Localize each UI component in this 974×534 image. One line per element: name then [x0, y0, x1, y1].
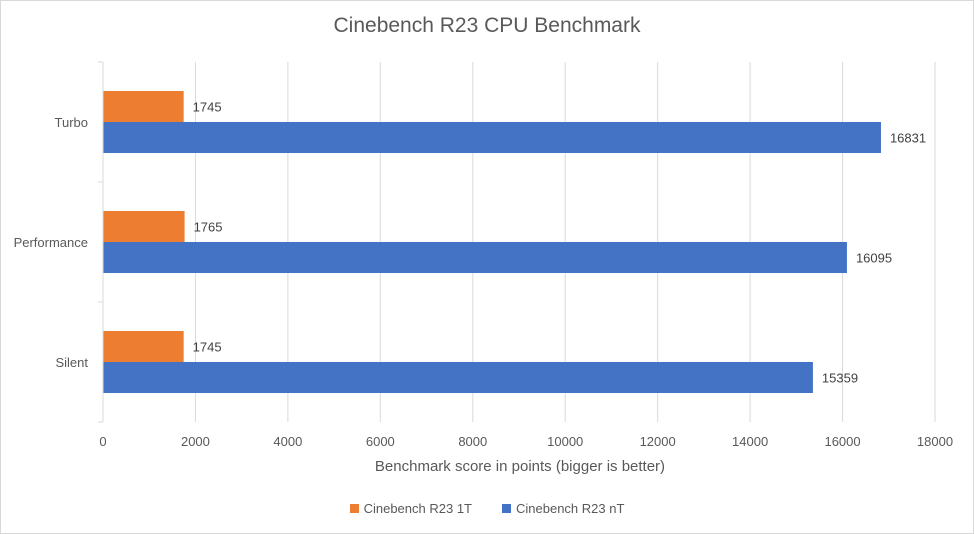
- x-tick-label: 8000: [458, 434, 487, 449]
- data-label: 15359: [822, 371, 858, 386]
- legend-swatch-nt: [502, 504, 511, 513]
- data-label: 16831: [890, 131, 926, 146]
- data-label: 1745: [193, 340, 222, 355]
- legend-label-nt: Cinebench R23 nT: [516, 501, 625, 516]
- bar-nt[interactable]: [103, 242, 847, 273]
- bars: [103, 91, 881, 393]
- x-tick-label: 2000: [181, 434, 210, 449]
- x-tick-label: 12000: [640, 434, 676, 449]
- bar-1t[interactable]: [103, 91, 184, 122]
- x-tick-label: 14000: [732, 434, 768, 449]
- data-label: 1765: [194, 220, 223, 235]
- x-tick-label: 0: [99, 434, 106, 449]
- bar-1t[interactable]: [103, 211, 185, 242]
- x-tick-label: 10000: [547, 434, 583, 449]
- legend-item-1t[interactable]: Cinebench R23 1T: [349, 501, 472, 516]
- data-label: 16095: [856, 251, 892, 266]
- bar-nt[interactable]: [103, 362, 813, 393]
- y-category-label: Performance: [14, 235, 88, 250]
- labels: 0 2000 4000 6000 8000 10000 12000 14000 16000 180…: [14, 100, 954, 450]
- bar-nt[interactable]: [103, 122, 881, 153]
- legend: Cinebench R23 1T Cinebench R23 nT: [0, 501, 974, 516]
- x-axis-label: Benchmark score in points (bigger is bet…: [374, 458, 666, 475]
- x-tick-label: 6000: [366, 434, 395, 449]
- legend-swatch-1t: [349, 504, 359, 513]
- x-tick-label: 16000: [824, 434, 860, 449]
- axes: [98, 61, 104, 423]
- legend-item-nt[interactable]: Cinebench R23 nT: [502, 501, 624, 516]
- data-label: 1745: [193, 100, 222, 115]
- chart-title: Cinebench R23 CPU Benchmark: [333, 14, 641, 37]
- y-category-label: Silent: [55, 355, 88, 370]
- bar-1t[interactable]: [103, 331, 184, 362]
- legend-label-1t: Cinebench R23 1T: [363, 501, 472, 516]
- x-tick-label: 4000: [273, 434, 302, 449]
- y-category-label: Turbo: [55, 115, 88, 130]
- x-tick-label: 18000: [917, 434, 953, 449]
